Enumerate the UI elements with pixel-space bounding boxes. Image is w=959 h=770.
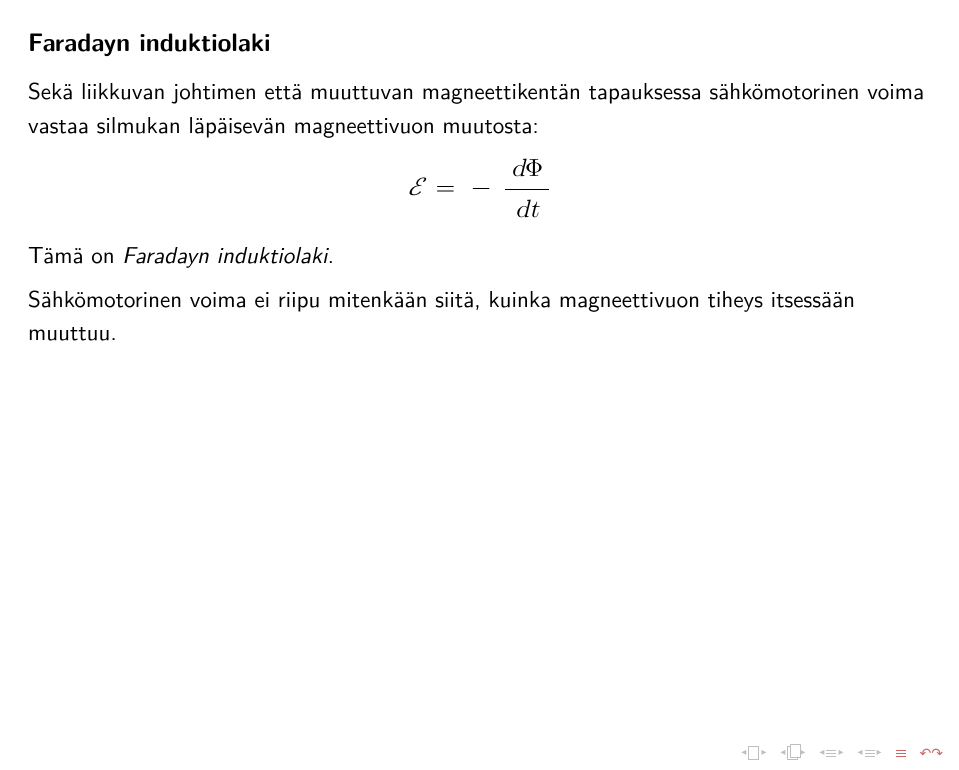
para2-suffix: . <box>328 237 334 271</box>
triangle-left-icon: ◂ <box>819 748 824 758</box>
pages-icon <box>787 746 798 760</box>
para2-prefix: Tämä on <box>28 237 122 271</box>
paragraph-3: Sähkömotorinen voima ei riipu mitenkään … <box>28 282 931 349</box>
nav-current[interactable] <box>896 750 906 757</box>
page-icon <box>748 746 759 760</box>
nav-back-forward[interactable]: ↶ ↷ <box>920 746 943 760</box>
nav-first-slide[interactable]: ◂ ▸ <box>741 746 766 760</box>
redo-icon: ↷ <box>931 746 943 760</box>
nav-frames[interactable]: ◂ ▸ <box>780 746 805 760</box>
triangle-right-icon: ▸ <box>838 748 843 758</box>
triangle-left-icon: ◂ <box>780 748 785 758</box>
lines-red-icon <box>896 750 906 757</box>
eq-lhs: ℰ <box>408 175 423 200</box>
beamer-nav-bar: ◂ ▸ ◂ ▸ ◂ ▸ ◂ ▸ ↶ ↷ <box>741 746 943 760</box>
undo-icon: ↶ <box>920 746 932 760</box>
triangle-right-icon: ▸ <box>761 748 766 758</box>
lines-icon <box>826 750 836 757</box>
eq-minus: − <box>467 175 494 200</box>
triangle-left-icon: ◂ <box>857 748 862 758</box>
triangle-left-icon: ◂ <box>741 748 746 758</box>
slide-title: Faradayn induktiolaki <box>28 24 931 60</box>
paragraph-2: Tämä on Faradayn induktiolaki. <box>28 238 931 271</box>
lines-icon <box>865 750 875 757</box>
eq-denominator: dt <box>505 190 549 228</box>
para2-italic: Faradayn induktiolaki <box>122 237 327 271</box>
eq-numerator: dΦ <box>505 151 549 190</box>
eq-fraction: dΦ dt <box>505 151 549 229</box>
equation: ℰ = − dΦ dt <box>28 151 931 229</box>
nav-section-next[interactable]: ◂ ▸ <box>857 748 881 758</box>
paragraph-1: Sekä liikkuvan johtimen että muuttuvan m… <box>28 74 931 141</box>
eq-equals: = <box>432 175 459 200</box>
nav-section-prev[interactable]: ◂ ▸ <box>819 748 843 758</box>
slide-body: Faradayn induktiolaki Sekä liikkuvan joh… <box>0 0 959 348</box>
triangle-right-icon: ▸ <box>877 748 882 758</box>
